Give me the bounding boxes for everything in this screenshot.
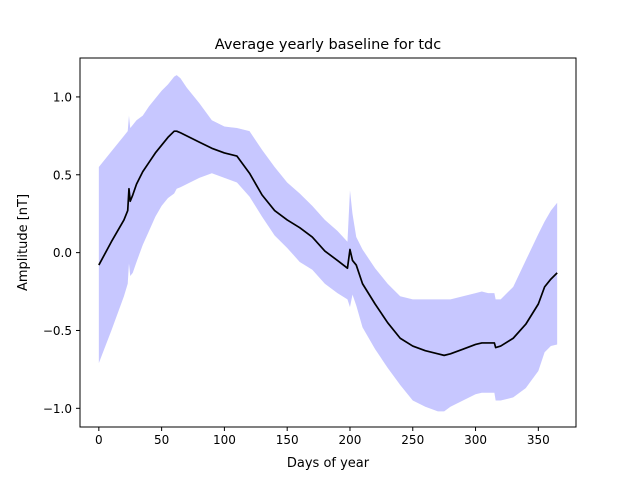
x-tick-label: 0 xyxy=(95,433,103,447)
plot-area xyxy=(98,75,558,412)
y-axis-label: Amplitude [nT] xyxy=(16,194,31,291)
x-tick-label: 200 xyxy=(339,433,362,447)
y-tick-label: 1.0 xyxy=(53,90,72,104)
y-tick-label: 0.0 xyxy=(53,246,72,260)
x-axis-label: Days of year xyxy=(287,456,370,471)
x-tick-label: 300 xyxy=(464,433,487,447)
x-tick-label: 100 xyxy=(213,433,236,447)
chart-title: Average yearly baseline for tdc xyxy=(215,37,441,53)
y-tick-label: 0.5 xyxy=(53,168,72,182)
y-axis-ticks: −1.0 −0.5 0.0 0.5 1.0 xyxy=(43,90,80,416)
confidence-band xyxy=(98,75,558,412)
x-axis-ticks: 0 50 100 150 200 250 300 350 xyxy=(95,427,550,447)
mean-baseline-line xyxy=(98,130,558,357)
x-tick-label: 250 xyxy=(401,433,424,447)
x-tick-label: 350 xyxy=(527,433,550,447)
x-tick-label: 150 xyxy=(276,433,299,447)
y-tick-label: −1.0 xyxy=(43,402,72,416)
y-tick-label: −0.5 xyxy=(43,324,72,338)
axes-frame xyxy=(79,57,577,428)
x-tick-label: 50 xyxy=(154,433,169,447)
